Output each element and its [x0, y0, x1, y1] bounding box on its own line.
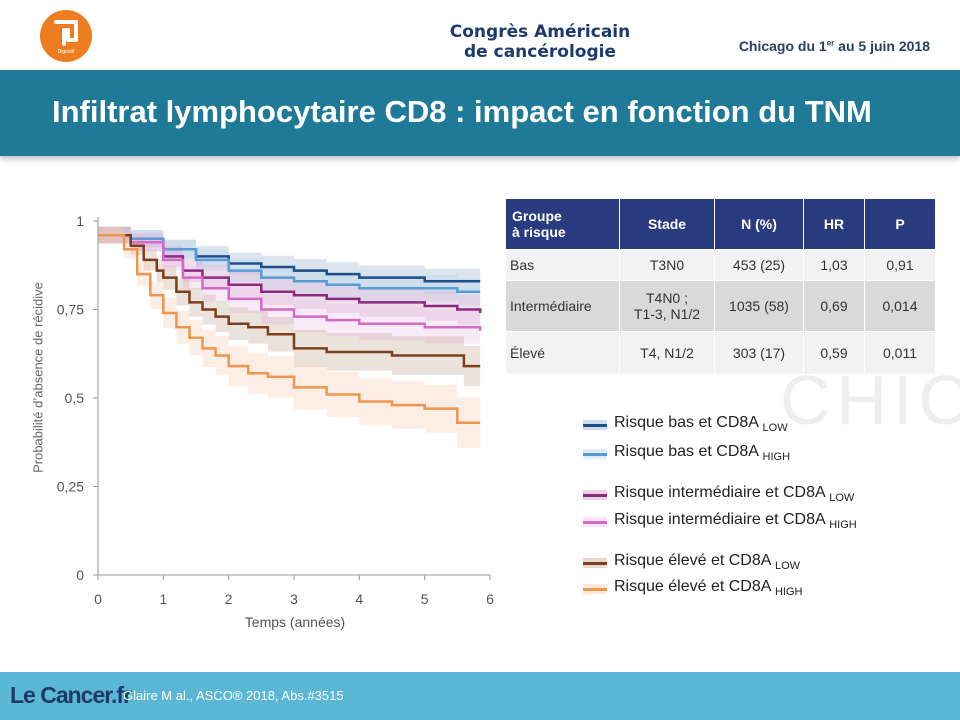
header-p: P: [864, 198, 936, 250]
table-cell: 303 (17): [714, 331, 804, 375]
congress-title: Congrès Américain de cancérologie: [440, 22, 640, 62]
legend-label: Risque élevé et CD8A HIGH: [614, 578, 803, 599]
legend-item: Risque bas et CD8A LOW: [583, 414, 960, 436]
table-row: Intermédiaire T4N0 ; T1-3, N1/2 1035 (58)…: [505, 280, 936, 332]
legend-item: Risque intermédiaire et CD8A HIGH: [583, 511, 960, 533]
confidence-band-6: [98, 226, 481, 448]
legend-line-swatch: [583, 494, 607, 497]
lecancer-logo: Le Cancer.fr: [10, 682, 132, 708]
x-tick-label: 4: [355, 591, 363, 607]
table-row: Élevé T4, N1/2 303 (17) 0,59 0,011: [505, 331, 936, 375]
citation: Glaire M al., ASCO® 2018, Abs.#3515: [123, 688, 344, 703]
x-tick-label: 0: [94, 591, 102, 607]
legend-line-swatch: [583, 588, 607, 591]
legend-item: Risque élevé et CD8A HIGH: [583, 578, 960, 600]
risk-table: Groupe à risque Stade N (%) HR P Bas T3N0…: [505, 198, 936, 375]
table-cell: T3N0: [619, 249, 715, 281]
x-tick-label: 5: [421, 591, 429, 607]
table-cell: 0,011: [864, 331, 936, 375]
x-tick-label: 6: [486, 591, 494, 607]
logo-text: Digestif: [57, 49, 75, 55]
title-banner: Infiltrat lymphocytaire CD8 : impact en …: [0, 70, 960, 156]
header-hr: HR: [803, 198, 865, 250]
y-tick-label: 0,25: [57, 479, 84, 495]
intestine-icon: [54, 20, 78, 46]
table-cell: T4, N1/2: [619, 331, 715, 375]
congress-line-2: de cancérologie: [464, 42, 616, 62]
legend-item: Risque intermédiaire et CD8A LOW: [583, 484, 960, 506]
confidence-band-5: [98, 226, 481, 387]
slide-title: Infiltrat lymphocytaire CD8 : impact en …: [52, 94, 872, 129]
x-axis-title: Temps (années): [244, 614, 346, 630]
table-cell: 0,69: [803, 280, 865, 332]
table-cell: Intermédiaire: [505, 280, 620, 332]
legend-line-swatch: [583, 521, 607, 524]
table-cell: 453 (25): [714, 249, 804, 281]
header: Digestif Congrès Américain de cancérolog…: [0, 0, 960, 70]
survival-curve-6: [98, 233, 481, 425]
survival-curve-5: [98, 233, 481, 368]
table-row: Bas T3N0 453 (25) 1,03 0,91: [505, 249, 936, 281]
survival-curve-3: [98, 233, 482, 313]
legend-label: Risque intermédiaire et CD8A LOW: [614, 484, 855, 505]
congress-line-1: Congrès Américain: [449, 22, 631, 42]
table-cell: T4N0 ; T1-3, N1/2: [619, 280, 715, 332]
header-n: N (%): [714, 198, 804, 250]
y-tick-label: 0: [76, 567, 84, 583]
legend-item: Risque bas et CD8A HIGH: [583, 443, 960, 465]
x-tick-label: 1: [159, 591, 167, 607]
legend-label: Risque bas et CD8A HIGH: [614, 443, 791, 464]
legend-line-swatch: [583, 424, 607, 427]
congress-dates: Chicago du 1er au 5 juin 2018: [738, 38, 930, 54]
legend-line-swatch: [583, 453, 607, 456]
y-tick-label: 1: [76, 213, 84, 229]
table-cell: Élevé: [505, 331, 620, 375]
survival-curve-4: [98, 233, 482, 331]
table-cell: 1,03: [803, 249, 865, 281]
table-cell: 0,91: [864, 249, 936, 281]
y-tick-label: 0,5: [65, 390, 85, 406]
legend-line-swatch: [583, 562, 607, 565]
kaplan-meier-chart: 0 0,25 0,5 0,75 1 0 1 2 3 4 5 6: [57, 213, 494, 607]
footer: Le Cancer.fr Glaire M al., ASCO® 2018, A…: [0, 672, 960, 720]
legend-label: Risque bas et CD8A LOW: [614, 414, 788, 435]
x-tick-label: 2: [225, 591, 233, 607]
confidence-band-4: [98, 226, 481, 348]
table-cell: 0,59: [803, 331, 865, 375]
table-header-row: Groupe à risque Stade N (%) HR P: [505, 198, 936, 250]
digestif-logo: Digestif: [40, 10, 92, 62]
x-tick-label: 3: [290, 591, 298, 607]
y-tick-label: 0,75: [57, 302, 84, 318]
table-cell: 1035 (58): [714, 280, 804, 332]
table-cell: Bas: [505, 249, 620, 281]
legend-label: Risque intermédiaire et CD8A HIGH: [614, 511, 857, 532]
header-stade: Stade: [619, 198, 715, 250]
table-cell: 0,014: [864, 280, 936, 332]
y-axis-title: Probabilité d’absence de récidive: [30, 282, 46, 473]
legend-label: Risque élevé et CD8A LOW: [614, 552, 801, 573]
legend-item: Risque élevé et CD8A LOW: [583, 552, 960, 574]
header-groupe: Groupe à risque: [505, 198, 620, 250]
